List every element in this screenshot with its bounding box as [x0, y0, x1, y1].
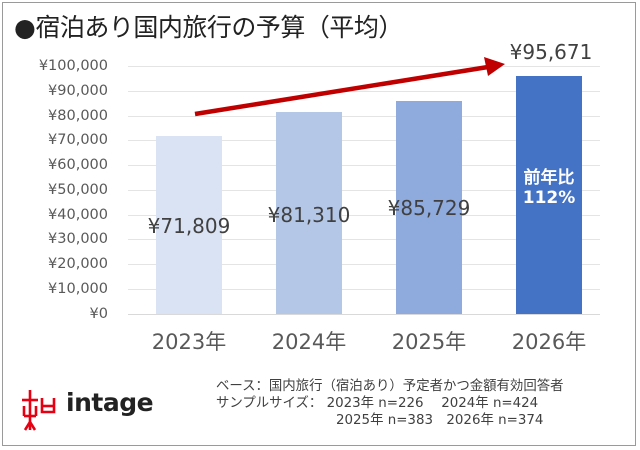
chart-title: ●宿泊あり国内旅行の予算（平均） — [14, 13, 403, 42]
gridline — [128, 239, 600, 240]
gridline — [128, 91, 600, 92]
bar-2024 — [276, 112, 342, 314]
y-tick: ¥100,000 — [38, 58, 108, 74]
sample-size-line1: サンプルサイズ： 2023年 n=226 2024年 n=424 — [216, 396, 539, 411]
chart-frame — [2, 2, 636, 446]
sample-size-line2: 2025年 n=383 2026年 n=374 — [336, 413, 544, 428]
footnote: ベース：国内旅行（宿泊あり）予定者かつ金額有効回答者 サンプルサイズ： 2023… — [216, 378, 563, 429]
gridline — [128, 116, 600, 117]
gridline — [128, 264, 600, 265]
yoy-label: 前年比 — [523, 168, 575, 188]
y-tick: ¥10,000 — [48, 281, 108, 297]
y-tick: ¥70,000 — [48, 132, 108, 148]
y-tick: ¥0 — [89, 306, 108, 322]
bar-2026 — [516, 76, 582, 314]
x-axis-line — [128, 314, 600, 315]
y-tick: ¥50,000 — [48, 182, 108, 198]
gridline — [128, 140, 600, 141]
y-tick: ¥80,000 — [48, 108, 108, 124]
value-label-2024: ¥81,310 — [267, 203, 351, 227]
yoy-annotation: 前年比 112% — [516, 168, 582, 208]
y-tick: ¥20,000 — [48, 256, 108, 272]
gridline — [128, 215, 600, 216]
y-tick: ¥90,000 — [48, 83, 108, 99]
x-label-2023: 2023年 — [151, 330, 227, 354]
value-label-2025: ¥85,729 — [387, 196, 471, 220]
bar-2023 — [156, 136, 222, 314]
y-tick: ¥30,000 — [48, 231, 108, 247]
base-note: ベース：国内旅行（宿泊あり）予定者かつ金額有効回答者 — [216, 379, 564, 394]
y-tick: ¥40,000 — [48, 207, 108, 223]
intage-mark-icon — [22, 390, 56, 431]
gridline — [128, 165, 600, 166]
bar-2025 — [396, 101, 462, 314]
gridline — [128, 66, 600, 67]
y-tick: ¥60,000 — [48, 157, 108, 173]
x-label-2024: 2024年 — [271, 330, 347, 354]
intage-logo: intage — [20, 386, 170, 434]
x-label-2026: 2026年 — [511, 330, 587, 354]
value-label-2026: ¥95,671 — [509, 40, 593, 64]
logo-text: intage — [66, 388, 154, 417]
yoy-value: 112% — [522, 188, 576, 208]
x-label-2025: 2025年 — [391, 330, 467, 354]
gridline — [128, 289, 600, 290]
value-label-2023: ¥71,809 — [147, 214, 231, 238]
gridline — [128, 190, 600, 191]
